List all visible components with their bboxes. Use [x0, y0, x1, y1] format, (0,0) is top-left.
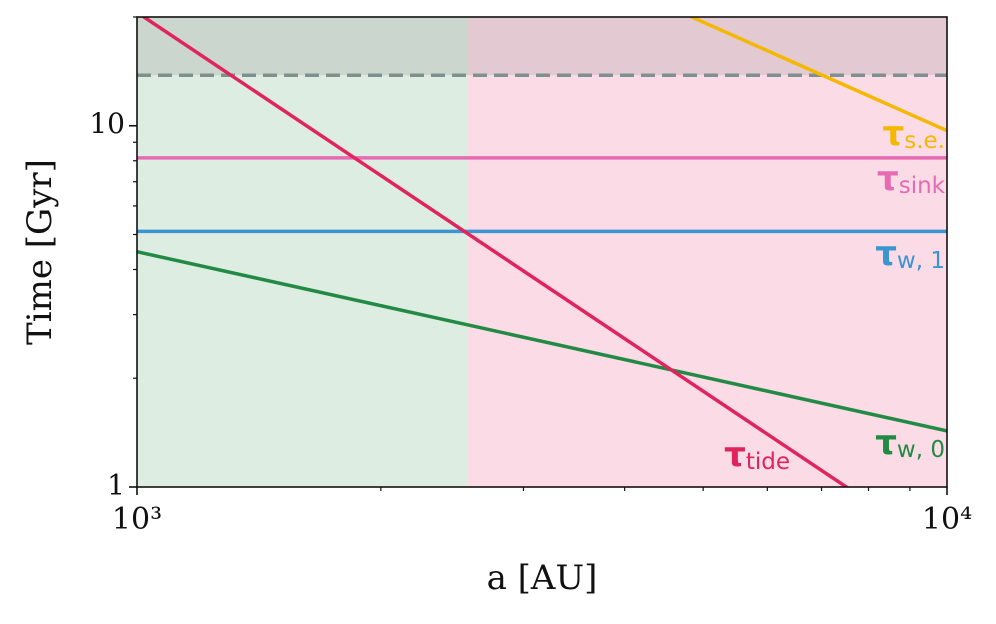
label-symbol: τ — [724, 435, 746, 475]
series-label: τw, 0 — [875, 423, 945, 463]
series-label: τsink — [877, 159, 946, 199]
y-tick-label: 1 — [107, 469, 125, 502]
shade-above — [137, 17, 947, 76]
label-subscript: w, 0 — [897, 437, 945, 463]
series-line — [687, 17, 947, 133]
x-axis-label: a [AU] — [487, 558, 598, 598]
label-symbol: τ — [883, 114, 905, 154]
series-label: τw, 1 — [875, 234, 945, 274]
series-label: τtide — [724, 435, 790, 475]
label-symbol: τ — [875, 234, 897, 274]
x-tick-label: 10³ — [112, 502, 162, 537]
plot-lines — [137, 17, 947, 487]
label-symbol: τ — [877, 159, 899, 199]
series-label: τs.e. — [883, 114, 945, 154]
label-subscript: w, 1 — [897, 248, 945, 274]
region — [137, 17, 469, 487]
y-axis-label: Time [Gyr] — [20, 159, 60, 345]
label-subscript: tide — [746, 449, 790, 475]
series-line — [137, 250, 947, 433]
plot-frame — [136, 16, 948, 488]
y-tick-label: 10 — [89, 107, 125, 140]
x-tick-label: 10⁴ — [922, 502, 972, 537]
label-subscript: sink — [899, 173, 946, 199]
plot-background — [137, 17, 947, 487]
label-symbol: τ — [875, 423, 897, 463]
series-line — [140, 17, 850, 487]
label-subscript: s.e. — [904, 128, 945, 154]
